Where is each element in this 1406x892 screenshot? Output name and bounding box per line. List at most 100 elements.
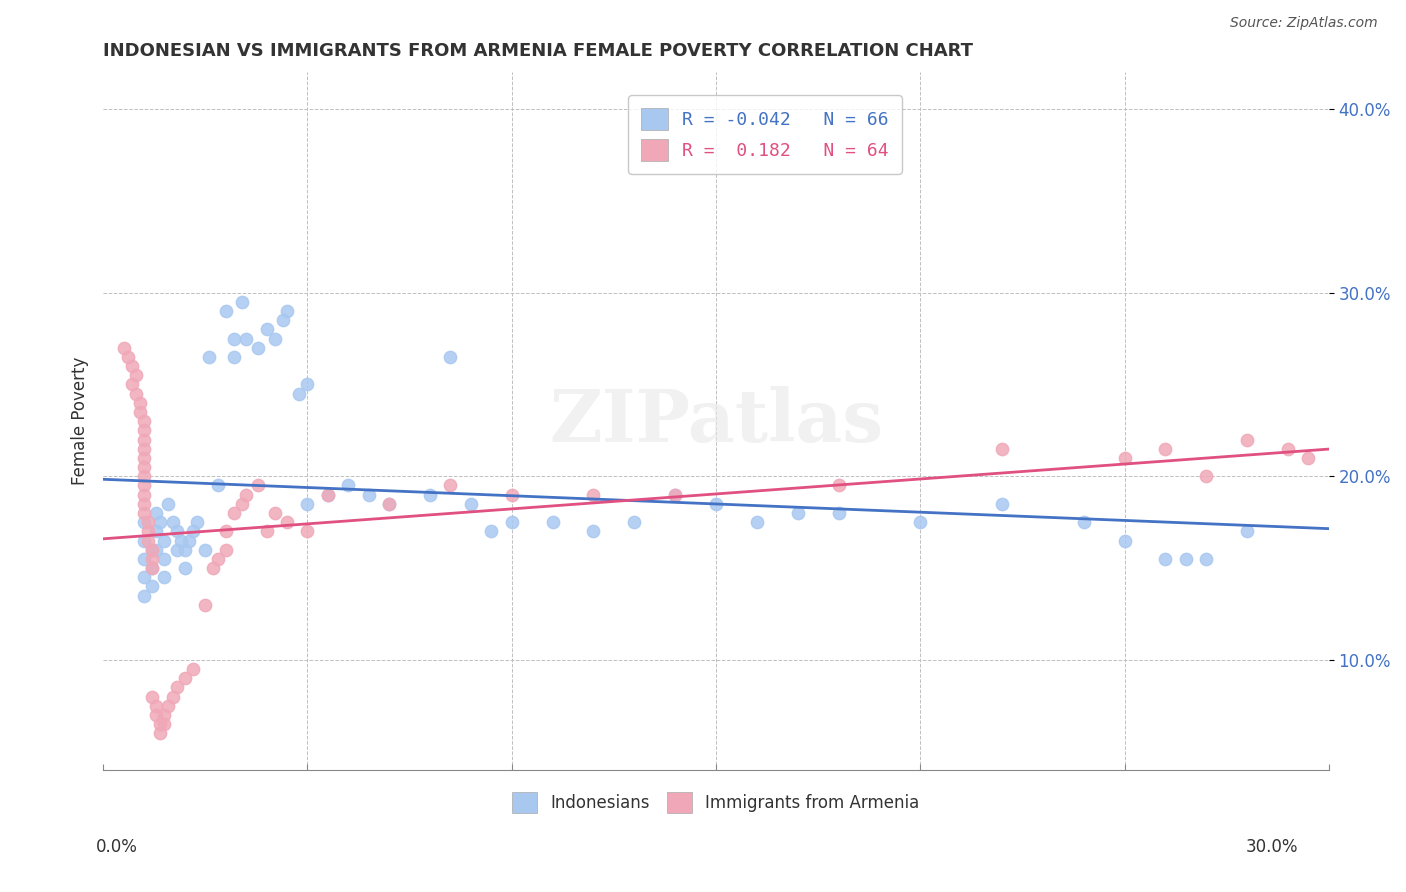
Point	[202, 561, 225, 575]
Text: Source: ZipAtlas.com: Source: ZipAtlas.com	[1230, 16, 1378, 29]
Point	[337, 478, 360, 492]
Point	[153, 707, 176, 722]
Point	[231, 497, 253, 511]
Point	[263, 506, 285, 520]
Point	[181, 662, 204, 676]
Text: ZIPatlas: ZIPatlas	[548, 385, 883, 457]
Point	[827, 478, 849, 492]
Legend: Indonesians, Immigrants from Armenia: Indonesians, Immigrants from Armenia	[501, 780, 931, 824]
Point	[439, 350, 461, 364]
Point	[136, 533, 159, 548]
Point	[745, 515, 768, 529]
Point	[582, 488, 605, 502]
Point	[247, 341, 270, 355]
Point	[316, 488, 339, 502]
Point	[149, 515, 172, 529]
Point	[222, 350, 245, 364]
Point	[117, 350, 139, 364]
Point	[166, 542, 188, 557]
Point	[121, 377, 143, 392]
Point	[1277, 442, 1299, 456]
Point	[132, 497, 155, 511]
Point	[157, 698, 180, 713]
Point	[125, 368, 148, 383]
Point	[541, 515, 564, 529]
Point	[132, 533, 155, 548]
Point	[1114, 450, 1136, 465]
Point	[1174, 552, 1197, 566]
Point	[316, 488, 339, 502]
Point	[132, 424, 155, 438]
Point	[1195, 469, 1218, 483]
Text: 0.0%: 0.0%	[96, 838, 138, 855]
Point	[215, 542, 238, 557]
Point	[177, 533, 200, 548]
Point	[1236, 433, 1258, 447]
Point	[132, 506, 155, 520]
Point	[132, 589, 155, 603]
Point	[222, 332, 245, 346]
Point	[198, 350, 221, 364]
Point	[173, 561, 195, 575]
Point	[276, 515, 298, 529]
Point	[263, 332, 285, 346]
Point	[501, 515, 523, 529]
Y-axis label: Female Poverty: Female Poverty	[72, 357, 89, 485]
Point	[222, 506, 245, 520]
Point	[991, 442, 1014, 456]
Point	[207, 552, 229, 566]
Point	[910, 515, 932, 529]
Point	[132, 442, 155, 456]
Point	[623, 515, 645, 529]
Point	[170, 533, 193, 548]
Text: 30.0%: 30.0%	[1246, 838, 1298, 855]
Point	[132, 469, 155, 483]
Point	[501, 488, 523, 502]
Point	[132, 433, 155, 447]
Point	[1154, 552, 1177, 566]
Point	[1298, 450, 1320, 465]
Point	[827, 506, 849, 520]
Point	[173, 542, 195, 557]
Point	[173, 671, 195, 685]
Point	[129, 405, 152, 419]
Point	[1236, 524, 1258, 539]
Point	[121, 359, 143, 373]
Point	[582, 524, 605, 539]
Point	[247, 478, 270, 492]
Point	[357, 488, 380, 502]
Point	[132, 478, 155, 492]
Point	[1154, 442, 1177, 456]
Point	[136, 515, 159, 529]
Point	[132, 414, 155, 428]
Point	[215, 304, 238, 318]
Point	[157, 497, 180, 511]
Point	[136, 524, 159, 539]
Point	[141, 542, 163, 557]
Point	[153, 552, 176, 566]
Point	[439, 478, 461, 492]
Point	[378, 497, 401, 511]
Point	[166, 524, 188, 539]
Point	[194, 598, 217, 612]
Point	[112, 341, 135, 355]
Point	[141, 579, 163, 593]
Point	[1195, 552, 1218, 566]
Point	[186, 515, 208, 529]
Point	[235, 332, 257, 346]
Point	[149, 717, 172, 731]
Point	[145, 506, 167, 520]
Point	[153, 717, 176, 731]
Point	[297, 497, 319, 511]
Point	[207, 478, 229, 492]
Point	[378, 497, 401, 511]
Point	[215, 524, 238, 539]
Point	[153, 570, 176, 584]
Point	[162, 690, 184, 704]
Point	[132, 570, 155, 584]
Point	[297, 524, 319, 539]
Point	[141, 542, 163, 557]
Point	[125, 386, 148, 401]
Point	[141, 561, 163, 575]
Point	[132, 552, 155, 566]
